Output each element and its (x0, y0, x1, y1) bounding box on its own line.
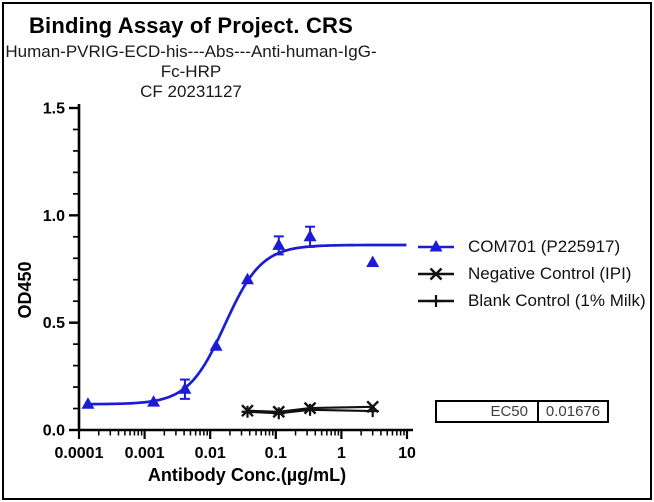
legend-item-blank-control: Blank Control (1% Milk) (416, 287, 646, 314)
chart-subtitle: Human-PVRIG-ECD-his---Abs---Anti-human-I… (5, 42, 377, 81)
y-tick-label: 1.0 (43, 208, 65, 225)
x-tick-label: 0.1 (265, 445, 287, 462)
x-axis-title: Antibody Conc.(µg/mL) (148, 465, 346, 485)
triangle-marker-icon (418, 239, 454, 251)
series-com701 (81, 225, 407, 409)
y-tick-label: 0.0 (43, 423, 65, 440)
chart-title: Binding Assay of Project. CRS (28, 13, 354, 38)
axes: 0.0 0.5 1.0 1.5 0.0001 0.001 0.01 0.1 1 10 Antibod… (15, 101, 416, 486)
y-axis-title: OD450 (15, 261, 35, 318)
x-tick-label: 0.0001 (55, 445, 104, 462)
legend-label: Blank Control (1% Milk) (468, 290, 646, 310)
legend-item-com701: COM701 (P225917) (416, 233, 646, 260)
x-tick-label: 0.001 (125, 445, 165, 462)
legend-label: Negative Control (IPI) (468, 263, 632, 283)
y-tick-label: 0.5 (43, 315, 65, 332)
chart-annotation: CF 20231127 (140, 82, 242, 101)
series-negative-control (241, 400, 380, 419)
ec50-table: EC50 0.01676 (435, 400, 609, 423)
x-tick-label: 10 (398, 445, 416, 462)
y-tick-label: 1.5 (43, 101, 65, 118)
x-marker-icon (418, 267, 454, 280)
figure-header: Binding Assay of Project. CRS Human-PVRI… (2, 13, 380, 102)
x-tick-label: 0.01 (195, 445, 226, 462)
legend-label: COM701 (P225917) (468, 236, 621, 256)
ec50-label-cell: EC50 (437, 402, 539, 421)
x-tick-label: 1 (337, 445, 346, 462)
legend: COM701 (P225917) Negative Control (IPI) … (416, 233, 646, 314)
plus-marker-icon (418, 294, 454, 307)
ec50-value-cell: 0.01676 (545, 403, 601, 420)
legend-item-negative-control: Negative Control (IPI) (416, 260, 646, 287)
